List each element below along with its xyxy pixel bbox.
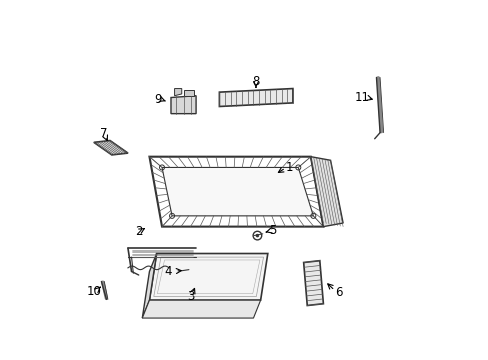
Text: 3: 3 (186, 290, 194, 303)
Text: 8: 8 (252, 75, 259, 88)
Text: 1: 1 (285, 161, 292, 174)
Text: 11: 11 (354, 91, 369, 104)
Text: 2: 2 (135, 225, 142, 238)
Text: 5: 5 (268, 224, 276, 238)
Text: 4: 4 (164, 265, 172, 278)
Text: 7: 7 (100, 127, 107, 140)
Polygon shape (183, 90, 194, 96)
Polygon shape (162, 167, 313, 216)
Text: 10: 10 (86, 285, 101, 298)
Text: 9: 9 (154, 93, 162, 106)
Polygon shape (142, 300, 260, 318)
Polygon shape (94, 140, 128, 155)
Polygon shape (303, 261, 323, 306)
Polygon shape (219, 89, 292, 107)
Polygon shape (149, 253, 267, 300)
Polygon shape (174, 89, 182, 96)
Circle shape (255, 234, 258, 237)
Polygon shape (171, 96, 196, 114)
Text: 6: 6 (334, 287, 342, 300)
Polygon shape (310, 157, 343, 226)
Polygon shape (142, 253, 156, 318)
